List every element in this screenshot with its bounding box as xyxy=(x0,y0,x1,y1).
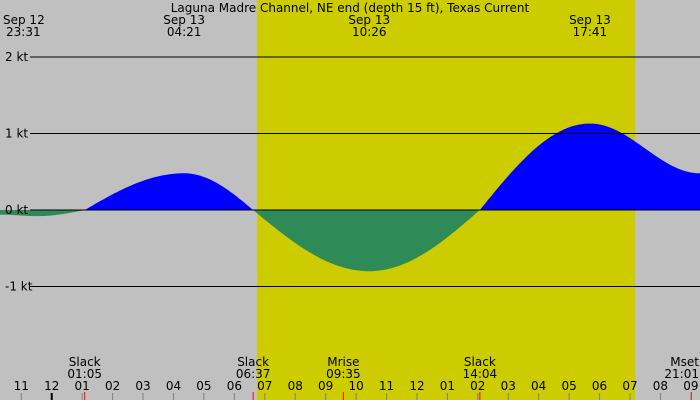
y-tick-label: -1 kt xyxy=(5,280,33,294)
hour-tick-label: 12 xyxy=(409,379,424,393)
top-time-label: 23:31 xyxy=(6,25,41,39)
event-name-label: Slack xyxy=(464,355,496,369)
hour-tick-label: 10 xyxy=(348,379,363,393)
hour-tick-label: 12 xyxy=(44,379,59,393)
hour-tick-label: 08 xyxy=(653,379,668,393)
hour-tick-label: 02 xyxy=(105,379,120,393)
top-date-label: Sep 12 xyxy=(3,13,45,27)
hour-tick-label: 05 xyxy=(196,379,211,393)
flood-current-area-3 xyxy=(479,123,700,210)
y-tick-label: 0 kt xyxy=(5,203,28,217)
event-time-label: 14:04 xyxy=(463,367,498,381)
top-time-label: 10:26 xyxy=(352,25,387,39)
hour-tick-label: 03 xyxy=(135,379,150,393)
hour-tick-label: 06 xyxy=(227,379,242,393)
hour-tick-label: 04 xyxy=(531,379,546,393)
hour-tick-label: 03 xyxy=(501,379,516,393)
event-time-label: 01:05 xyxy=(67,367,102,381)
event-name-label: Mrise xyxy=(327,355,359,369)
ebb-current-area-2 xyxy=(253,210,480,272)
hour-tick-label: 04 xyxy=(166,379,181,393)
y-tick-label: 1 kt xyxy=(5,127,28,141)
ebb-current-area-0 xyxy=(0,210,85,217)
flood-current-area-1 xyxy=(84,173,254,210)
hour-tick-label: 02 xyxy=(470,379,485,393)
hour-tick-label: 11 xyxy=(14,379,29,393)
hour-tick-label: 06 xyxy=(592,379,607,393)
hour-tick-label: 07 xyxy=(257,379,272,393)
hour-tick-label: 07 xyxy=(622,379,637,393)
hour-tick-label: 09 xyxy=(683,379,698,393)
hour-tick-label: 11 xyxy=(379,379,394,393)
event-name-label: Slack xyxy=(69,355,101,369)
event-name-label: Mset xyxy=(670,355,699,369)
hour-tick-label: 08 xyxy=(288,379,303,393)
hour-tick-label: 05 xyxy=(561,379,576,393)
chart-title: Laguna Madre Channel, NE end (depth 15 f… xyxy=(171,1,530,15)
top-time-label: 17:41 xyxy=(573,25,608,39)
hour-tick-label: 01 xyxy=(75,379,90,393)
y-tick-label: 2 kt xyxy=(5,50,28,64)
event-name-label: Slack xyxy=(237,355,269,369)
top-date-label: Sep 13 xyxy=(163,13,205,27)
top-date-label: Sep 13 xyxy=(348,13,390,27)
event-time-label: 09:35 xyxy=(326,367,361,381)
event-time-label: 06:37 xyxy=(236,367,271,381)
hour-tick-label: 09 xyxy=(318,379,333,393)
top-date-label: Sep 13 xyxy=(569,13,611,27)
top-time-label: 04:21 xyxy=(167,25,202,39)
hour-tick-label: 01 xyxy=(440,379,455,393)
event-time-label: 21:01 xyxy=(664,367,699,381)
